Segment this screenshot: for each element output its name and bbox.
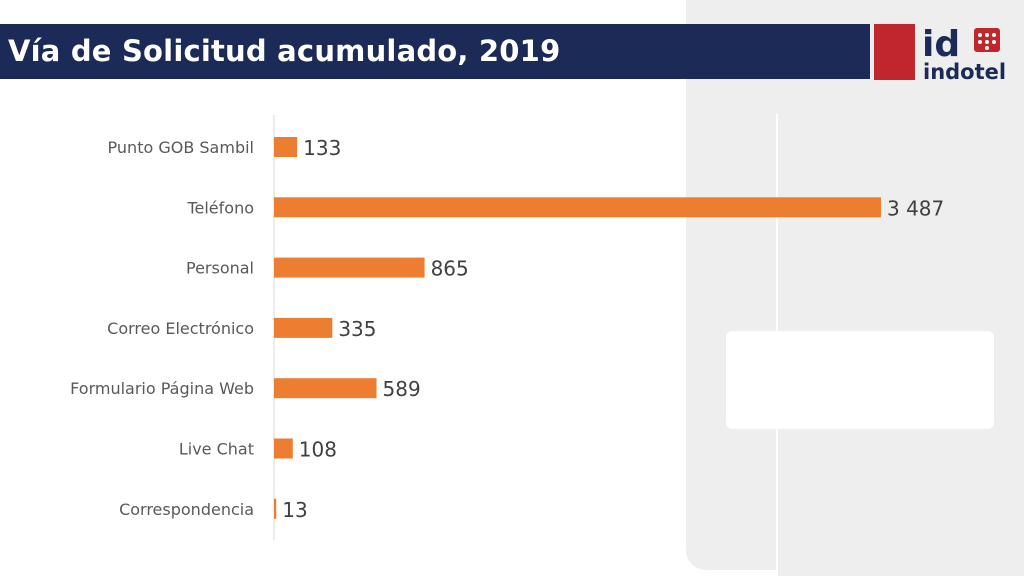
bar: [274, 498, 277, 519]
bar: [274, 137, 298, 157]
category-label: Punto GOB Sambil: [108, 138, 254, 157]
data-label: 13: [282, 498, 307, 522]
data-label: 865: [431, 257, 469, 281]
data-label: 335: [338, 317, 376, 341]
logo-mark: id: [922, 24, 960, 65]
category-label: Teléfono: [186, 198, 254, 217]
background-white-box: [726, 331, 994, 429]
category-label: Correspondencia: [119, 500, 254, 519]
category-label: Correo Electrónico: [107, 319, 254, 338]
indotel-logo: id indotel: [874, 24, 1006, 84]
page-title: Vía de Solicitud acumulado, 2019: [8, 34, 561, 68]
bar: [274, 378, 377, 399]
data-label: 589: [383, 377, 421, 401]
category-label: Live Chat: [179, 440, 254, 459]
data-label: 108: [299, 438, 337, 462]
bar: [274, 438, 293, 459]
category-label: Formulario Página Web: [70, 379, 254, 398]
bar: [274, 317, 333, 338]
bar: [274, 257, 425, 278]
logo-name: indotel: [923, 60, 1006, 84]
logo-red-block: [874, 24, 915, 80]
data-label: 3 487: [887, 196, 944, 220]
bar: [274, 197, 881, 218]
category-label: Personal: [186, 259, 254, 278]
logo-grid-icon: [974, 28, 1000, 52]
header-bar: Vía de Solicitud acumulado, 2019: [0, 24, 870, 79]
data-label: 133: [303, 136, 341, 160]
